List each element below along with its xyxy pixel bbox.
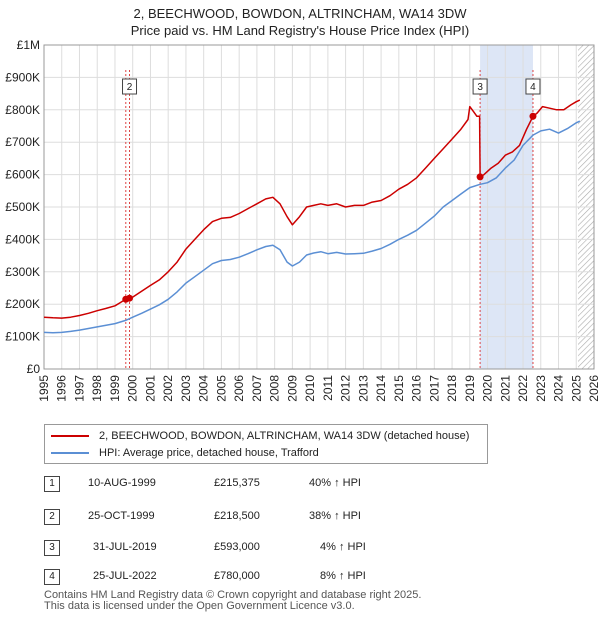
x-tick-label: 2004 bbox=[197, 375, 211, 402]
x-tick-label: 2026 bbox=[587, 375, 600, 402]
x-tick-label: 2015 bbox=[392, 375, 406, 402]
legend-item-property: 2, BEECHWOOD, BOWDON, ALTRINCHAM, WA14 3… bbox=[51, 428, 469, 444]
transaction-date: 25-OCT-1999 bbox=[88, 510, 155, 522]
x-tick-label: 2005 bbox=[214, 375, 228, 402]
legend-swatch-blue bbox=[51, 452, 89, 454]
price-chart: £0 £100K £200K £300K £400K £500K £600K £700K £80… bbox=[5, 38, 600, 402]
x-tick-label: 2016 bbox=[410, 375, 424, 402]
x-tick-label: 2022 bbox=[516, 375, 530, 402]
transaction-price: £593,000 bbox=[214, 541, 260, 553]
legend-label-property: 2, BEECHWOOD, BOWDON, ALTRINCHAM, WA14 3… bbox=[99, 430, 470, 442]
x-tick-label: 1997 bbox=[72, 375, 86, 402]
series-line-property bbox=[43, 99, 581, 319]
transaction-hpi: 4% ↑ HPI bbox=[320, 541, 366, 553]
y-tick-label: £200K bbox=[5, 297, 40, 311]
x-tick-label: 1996 bbox=[55, 375, 69, 402]
y-tick-label: £0 bbox=[27, 362, 41, 376]
series-line-hpi bbox=[43, 120, 581, 334]
marker-box-4 bbox=[525, 78, 541, 95]
y-tick-label: £500K bbox=[5, 200, 40, 214]
legend-label-hpi: HPI: Average price, detached house, Traf… bbox=[99, 447, 319, 459]
transaction-price: £218,500 bbox=[214, 510, 260, 522]
transaction-number: 3 bbox=[44, 540, 60, 556]
x-tick-label: 1999 bbox=[108, 375, 122, 402]
x-tick-label: 2003 bbox=[179, 375, 193, 402]
x-tick-label: 2006 bbox=[232, 375, 246, 402]
transaction-date: 25-JUL-2022 bbox=[93, 570, 157, 582]
chart-title: 2, BEECHWOOD, BOWDON, ALTRINCHAM, WA14 3… bbox=[133, 6, 467, 21]
y-tick-label: £300K bbox=[5, 265, 40, 279]
marker-box-label-3: 3 bbox=[477, 82, 483, 93]
x-tick-label: 2009 bbox=[285, 375, 299, 402]
transaction-hpi: 38% ↑ HPI bbox=[309, 510, 361, 522]
x-tick-label: 2010 bbox=[303, 375, 317, 402]
x-tick-label: 2017 bbox=[427, 375, 441, 402]
transaction-row: 3 31-JUL-2019 £593,000 4% ↑ HPI bbox=[44, 539, 464, 559]
x-tick-label: 2024 bbox=[552, 375, 566, 402]
y-tick-label: £900K bbox=[5, 70, 40, 84]
x-tick-label: 2008 bbox=[268, 375, 282, 402]
x-tick-label: 2001 bbox=[143, 375, 157, 402]
y-tick-label: £700K bbox=[5, 135, 40, 149]
plot-frame bbox=[43, 44, 595, 370]
x-tick-label: 2012 bbox=[339, 375, 353, 402]
x-tick-label: 2019 bbox=[463, 375, 477, 402]
transaction-row: 4 25-JUL-2022 £780,000 8% ↑ HPI bbox=[44, 568, 464, 588]
x-tick-label: 1995 bbox=[37, 375, 51, 402]
x-tick-label: 2007 bbox=[250, 375, 264, 402]
transaction-row: 1 10-AUG-1999 £215,375 40% ↑ HPI bbox=[44, 475, 464, 495]
marker-box-3 bbox=[472, 78, 488, 95]
x-tick-label: 2020 bbox=[481, 375, 495, 402]
x-tick-label: 2013 bbox=[356, 375, 370, 402]
sale-point-4 bbox=[529, 112, 537, 120]
x-tick-label: 2011 bbox=[321, 375, 335, 401]
sale-point-2 bbox=[126, 294, 134, 302]
chart-subtitle: Price paid vs. HM Land Registry's House … bbox=[130, 23, 470, 38]
x-tick-label: 2014 bbox=[374, 375, 388, 402]
sale-point-3 bbox=[476, 173, 484, 181]
x-tick-label: 2018 bbox=[445, 375, 459, 402]
legend-item-hpi: HPI: Average price, detached house, Traf… bbox=[51, 445, 319, 461]
legend-swatch-red bbox=[51, 435, 89, 437]
transaction-row: 2 25-OCT-1999 £218,500 38% ↑ HPI bbox=[44, 508, 464, 528]
marker-box-2 bbox=[122, 78, 138, 95]
y-tick-label: £400K bbox=[5, 232, 40, 246]
marker-box-label-4: 4 bbox=[530, 82, 536, 93]
marker-box-label-2: 2 bbox=[127, 82, 133, 93]
footer-line: This data is licensed under the Open Gov… bbox=[44, 600, 355, 612]
transaction-number: 1 bbox=[44, 476, 60, 492]
x-tick-label: 2002 bbox=[161, 375, 175, 402]
y-tick-label: £800K bbox=[5, 103, 40, 117]
transaction-number: 2 bbox=[44, 509, 60, 525]
transaction-hpi: 8% ↑ HPI bbox=[320, 570, 366, 582]
x-tick-label: 2021 bbox=[498, 375, 512, 402]
footer-credits: Contains HM Land Registry data © Crown c… bbox=[44, 590, 421, 612]
x-tick-label: 2023 bbox=[534, 375, 548, 402]
x-tick-label: 2025 bbox=[569, 375, 583, 402]
transaction-number: 4 bbox=[44, 569, 60, 585]
transaction-price: £780,000 bbox=[214, 570, 260, 582]
y-tick-label: £1M bbox=[17, 38, 40, 52]
y-tick-label: £600K bbox=[5, 168, 40, 182]
transaction-date: 31-JUL-2019 bbox=[93, 541, 157, 553]
transaction-date: 10-AUG-1999 bbox=[88, 477, 156, 489]
x-tick-label: 2000 bbox=[126, 375, 140, 402]
transaction-price: £215,375 bbox=[214, 477, 260, 489]
y-tick-label: £100K bbox=[5, 330, 40, 344]
footer-line: Contains HM Land Registry data © Crown c… bbox=[44, 589, 422, 601]
legend: 2, BEECHWOOD, BOWDON, ALTRINCHAM, WA14 3… bbox=[44, 424, 488, 464]
transaction-hpi: 40% ↑ HPI bbox=[309, 477, 361, 489]
x-tick-label: 1998 bbox=[90, 375, 104, 402]
